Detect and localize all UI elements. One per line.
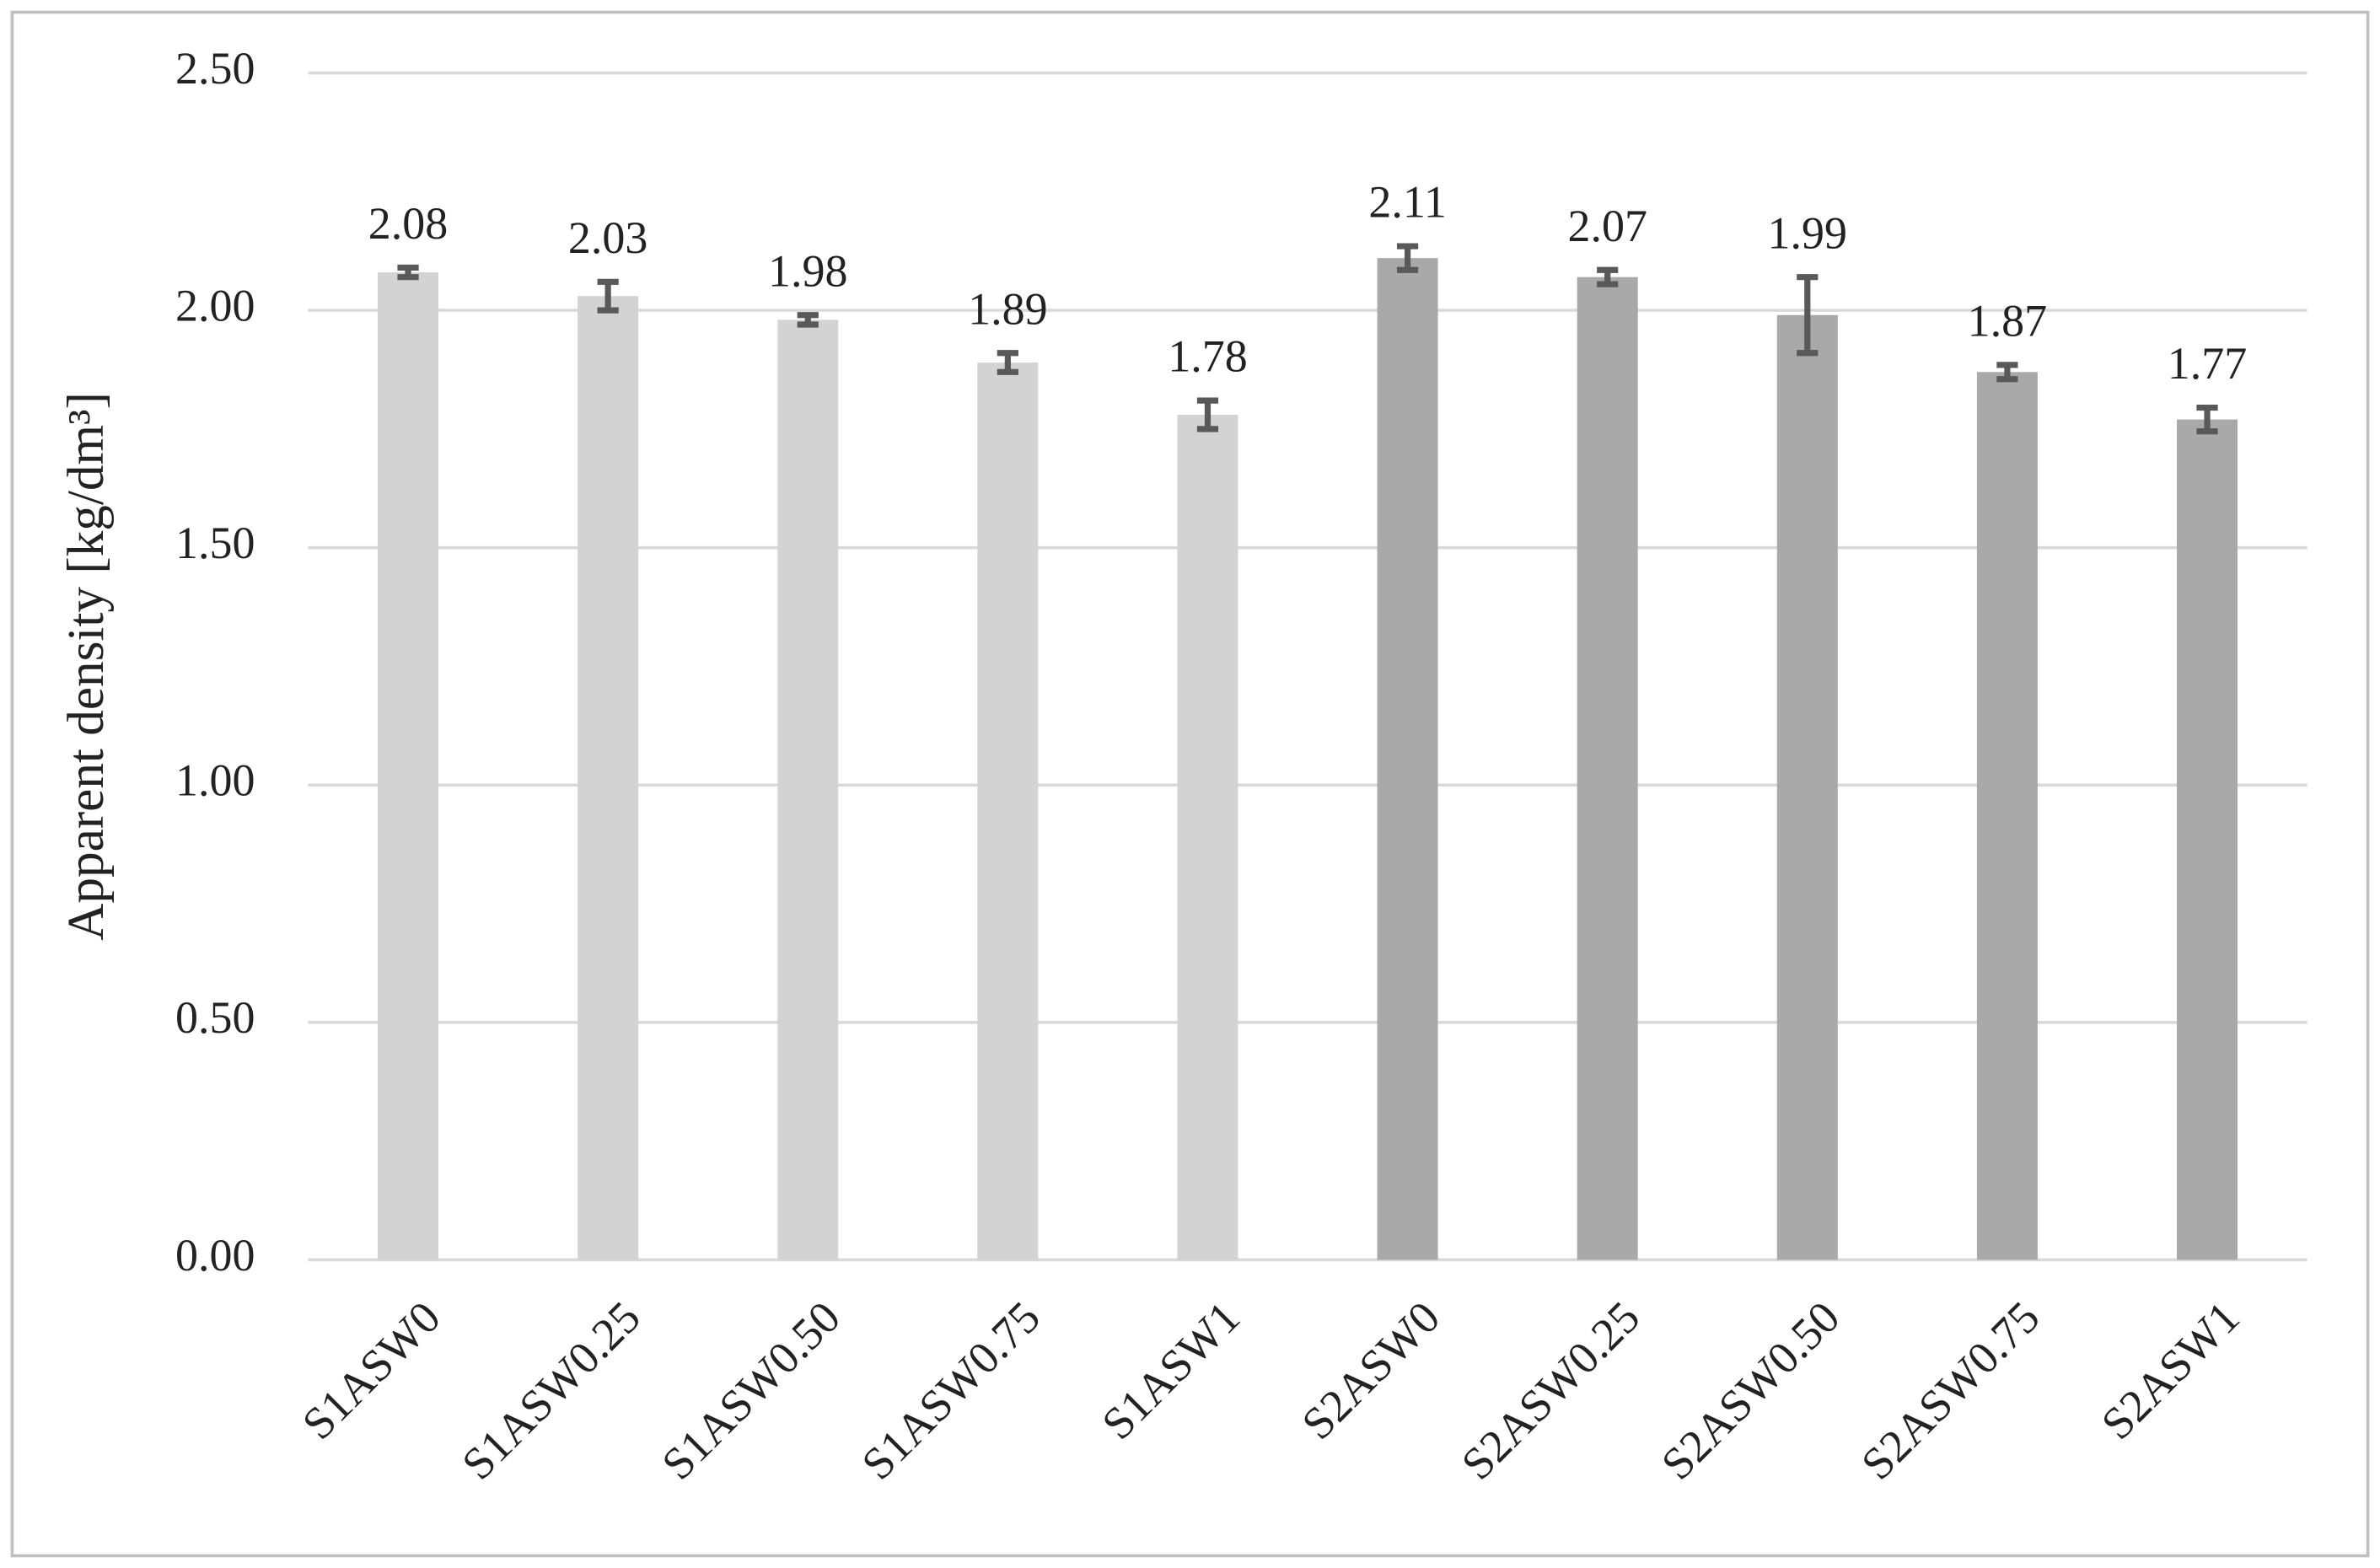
error-bar <box>1396 243 1419 273</box>
error-bar <box>1597 266 1619 287</box>
bar <box>1776 314 1838 1260</box>
value-label: 1.98 <box>768 245 848 296</box>
value-label: 2.07 <box>1567 201 1647 251</box>
value-label: 1.78 <box>1168 331 1247 382</box>
bar <box>1177 414 1238 1260</box>
value-label: 2.03 <box>568 212 648 263</box>
y-tick-label: 2.00 <box>175 280 255 330</box>
bar <box>578 296 639 1260</box>
bar <box>2177 419 2238 1260</box>
error-bar <box>597 278 619 314</box>
bar <box>977 362 1039 1260</box>
value-label: 1.89 <box>968 283 1048 334</box>
y-tick-label: 1.00 <box>175 755 255 806</box>
y-tick-label: 0.50 <box>175 992 255 1043</box>
y-tick-label: 1.50 <box>175 518 255 568</box>
y-axis-label: Apparent density [kg/dm³] <box>57 392 115 941</box>
value-label: 1.87 <box>1968 295 2048 346</box>
error-bar <box>1196 397 1219 432</box>
value-label: 1.99 <box>1768 207 1848 258</box>
error-bar <box>1996 362 2018 383</box>
y-tick-label: 0.00 <box>175 1230 255 1281</box>
error-bar <box>1797 274 1819 357</box>
value-label: 2.11 <box>1368 177 1447 228</box>
error-bar <box>2196 404 2218 435</box>
error-bar <box>397 264 419 281</box>
bar <box>378 272 439 1260</box>
error-bar <box>997 350 1018 375</box>
bar <box>1976 372 2038 1260</box>
y-tick-label: 2.50 <box>175 43 255 94</box>
value-label: 1.77 <box>2168 338 2248 389</box>
bar <box>1577 277 1638 1260</box>
bar <box>777 320 839 1260</box>
value-label: 2.08 <box>368 198 449 249</box>
bar <box>1377 258 1438 1260</box>
error-bar <box>797 312 819 328</box>
